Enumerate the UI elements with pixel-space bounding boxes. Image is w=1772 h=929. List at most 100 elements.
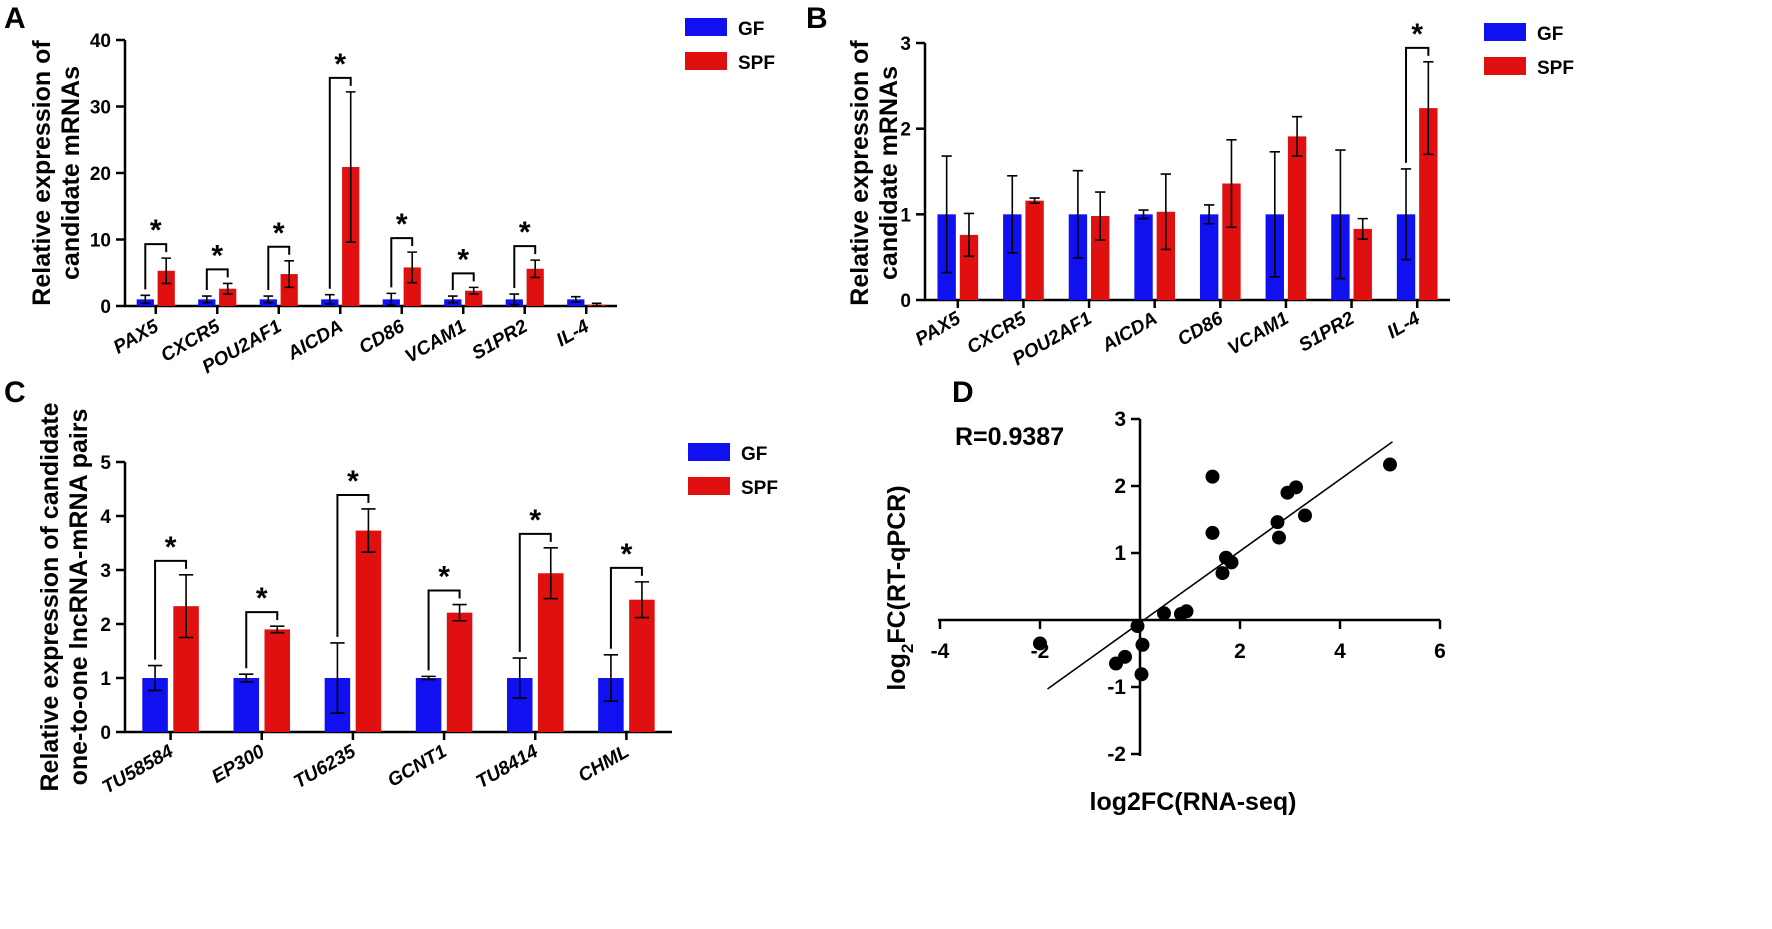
- x-category-label: IL-4: [1384, 308, 1424, 343]
- y-tick-label: 10: [90, 231, 111, 252]
- significance-bracket: [518, 532, 552, 653]
- x-category-label: CD86: [1174, 308, 1227, 351]
- significance-bracket: [1405, 46, 1430, 163]
- bar-spf: [264, 629, 291, 732]
- legend-label-spf: SPF: [738, 53, 775, 74]
- bar-spf: [355, 530, 382, 732]
- error-bar: [468, 286, 479, 295]
- significance-star: *: [621, 538, 633, 571]
- x-tick-label: 4: [1334, 640, 1346, 663]
- significance-bracket: [513, 245, 537, 289]
- x-tick-label: 6: [1434, 640, 1446, 663]
- x-category-label: AICDA: [283, 316, 346, 365]
- data-point: [1224, 555, 1239, 570]
- error-bar: [270, 625, 285, 634]
- fit-line: [1047, 441, 1393, 690]
- panel-d: D-4 -2 2 4 6-2-1123R=0.9387log2FC(RNA-seq)lo…: [883, 376, 1446, 816]
- y-axis-title-line: one-to-one lncRNA-mRNA pairs: [65, 409, 93, 786]
- y-tick-label: 3: [100, 561, 111, 582]
- error-bar: [512, 657, 527, 699]
- legend-swatch-gf: [685, 18, 727, 36]
- error-bar: [1357, 217, 1368, 240]
- bar-spf: [1419, 108, 1438, 301]
- data-point: [1272, 530, 1286, 545]
- y-tick-label: 40: [90, 31, 111, 52]
- significance-star: *: [347, 465, 359, 498]
- x-category-label: EP300: [208, 741, 268, 788]
- significance-star: *: [1411, 18, 1423, 51]
- error-bar: [1160, 173, 1171, 251]
- significance-star: *: [211, 239, 223, 272]
- significance-star: *: [273, 217, 285, 250]
- error-bar: [1400, 168, 1412, 261]
- x-category-label: S1PR2: [1295, 308, 1358, 357]
- y-tick-label: 0: [900, 291, 911, 312]
- error-bar: [603, 653, 619, 703]
- y-tick-label: 0: [100, 297, 111, 318]
- legend-swatch-spf: [685, 52, 727, 70]
- legend-swatch-spf: [688, 477, 730, 495]
- error-bar: [452, 603, 467, 622]
- panel-label: B: [806, 2, 828, 35]
- data-point: [1134, 667, 1149, 682]
- legend-label-spf: SPF: [1537, 58, 1574, 79]
- y-axis-title-part: FC(RT-qPCR): [883, 485, 911, 643]
- bar-spf: [1353, 228, 1372, 300]
- error-bar: [324, 293, 335, 305]
- significance-star: *: [334, 48, 346, 81]
- error-bar: [1423, 61, 1434, 156]
- bar-gf: [1199, 214, 1219, 300]
- error-bar: [201, 295, 212, 304]
- significance-star: *: [519, 216, 531, 249]
- bar-spf: [1091, 216, 1110, 300]
- error-bar: [1138, 209, 1149, 220]
- y-tick-label: 2: [900, 120, 911, 141]
- y-tick-label: -2: [1107, 743, 1126, 766]
- data-point: [1109, 656, 1123, 671]
- error-bar: [345, 91, 356, 243]
- error-bar: [1291, 115, 1303, 157]
- error-bar: [147, 664, 163, 692]
- panel-label: D: [952, 376, 974, 409]
- error-bar: [407, 251, 418, 284]
- y-axis-title-subscript: 2: [898, 644, 917, 653]
- data-point: [1205, 525, 1220, 540]
- error-bar: [570, 295, 581, 303]
- x-category-label: VCAM1: [1224, 308, 1292, 359]
- data-point: [1383, 457, 1397, 472]
- y-tick-label: 3: [900, 34, 911, 55]
- y-tick-label: 1: [100, 669, 111, 690]
- x-axis-title: log2FC(RNA-seq): [1090, 788, 1297, 816]
- bar-spf: [959, 234, 979, 300]
- x-tick-label: 2: [1234, 640, 1246, 663]
- error-bar: [239, 673, 254, 683]
- x-tick-label: -4: [931, 640, 950, 663]
- panel-c: C Relative expression of candidateone-to-…: [4, 376, 778, 798]
- x-category-label: CD86: [356, 316, 409, 359]
- x-category-label: PAX5: [110, 316, 163, 359]
- significance-bracket: [144, 243, 168, 290]
- x-category-label: PAX5: [912, 308, 965, 351]
- legend-swatch-gf: [1484, 23, 1526, 41]
- legend-label-gf: GF: [738, 19, 764, 40]
- y-tick-label: 5: [100, 453, 111, 474]
- data-point: [1135, 637, 1150, 652]
- error-bar: [284, 259, 295, 289]
- data-point: [1157, 606, 1171, 621]
- data-point: [1130, 619, 1145, 634]
- y-tick-label: 4: [100, 507, 111, 528]
- data-point: [1270, 515, 1285, 530]
- error-bar: [1095, 191, 1106, 241]
- y-axis-title-line: candidate mRNAs: [57, 66, 85, 280]
- legend-swatch-gf: [688, 443, 730, 461]
- x-category-label: CHML: [575, 741, 633, 787]
- bar-spf: [280, 274, 298, 306]
- legend-swatch-spf: [1484, 57, 1526, 75]
- data-point: [1174, 606, 1188, 621]
- x-category-label: GCNT1: [384, 741, 450, 791]
- y-tick-label: 20: [90, 164, 111, 185]
- y-axis-title-line: Relative expression of: [28, 40, 56, 306]
- y-axis-title: Relative expression ofcandidate mRNAs: [28, 40, 85, 306]
- significance-bracket: [427, 589, 461, 671]
